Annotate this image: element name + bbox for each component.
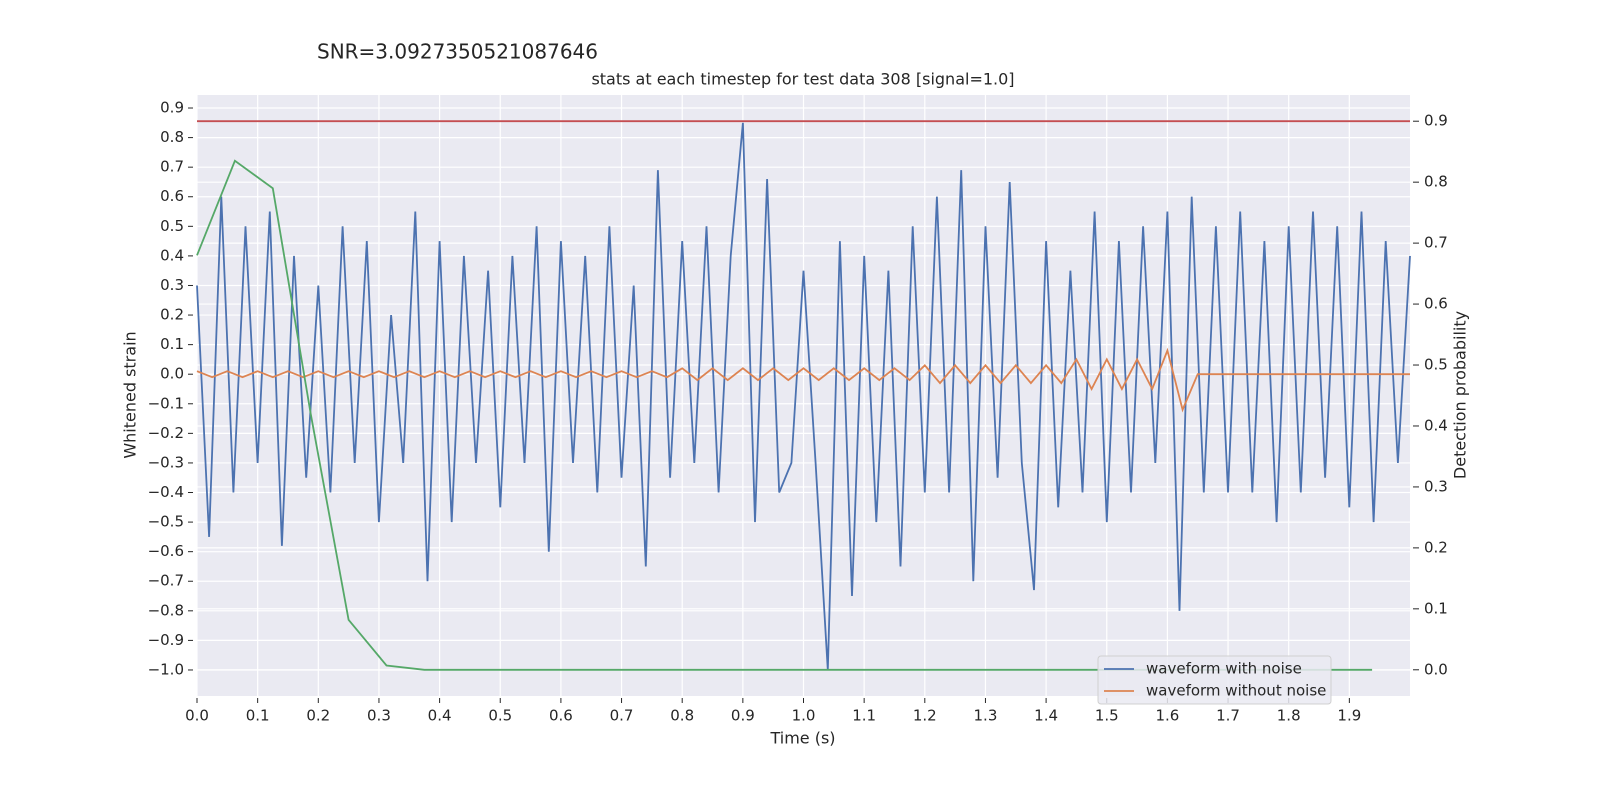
x-tick-label: 1.7	[1216, 707, 1240, 725]
y-tick-label: −1.0	[148, 660, 184, 678]
series-line	[196, 122, 1411, 671]
x-tick-label: 0.3	[367, 707, 391, 725]
legend-label: waveform without noise	[1146, 682, 1326, 700]
y-tick-label: −0.9	[148, 631, 184, 649]
y-tick-label: 0.9	[160, 99, 184, 117]
x-tick-label: 1.2	[913, 707, 937, 725]
y-axis-label: Whitened strain	[121, 331, 140, 458]
y2-tick-label: 0.2	[1424, 538, 1448, 556]
y-tick-label: 0.8	[160, 128, 184, 146]
y-tick-label: −0.6	[148, 542, 184, 560]
y-tick-label: −0.8	[148, 601, 184, 619]
x-tick-label: 0.0	[185, 707, 209, 725]
chart-title: stats at each timestep for test data 308…	[591, 70, 1014, 89]
x-tick-label: 0.9	[731, 707, 755, 725]
x-tick-label: 1.4	[1034, 707, 1058, 725]
legend-box	[1097, 655, 1332, 705]
y-tick-label: 0.5	[160, 217, 184, 235]
suptitle: SNR=3.0927350521087646	[317, 40, 598, 64]
y-tick-label: −0.2	[148, 424, 184, 442]
x-tick-label: 1.9	[1337, 707, 1361, 725]
x-axis-label: Time (s)	[769, 729, 835, 748]
y-tick-label: −0.1	[148, 394, 184, 412]
y-tick-label: 0.7	[160, 158, 184, 176]
x-tick-label: 0.2	[306, 707, 330, 725]
y-tick-label: 0.6	[160, 187, 184, 205]
x-tick-label: 1.8	[1277, 707, 1301, 725]
y-tick-label: −0.4	[148, 483, 184, 501]
y2-tick-label: 0.3	[1424, 477, 1448, 495]
y-tick-label: 0.3	[160, 276, 184, 294]
y2-axis-label: Detection probability	[1451, 311, 1470, 479]
y-tick-label: 0.4	[160, 246, 184, 264]
y2-tick-label: 0.9	[1424, 112, 1448, 130]
y-tick-label: −0.7	[148, 572, 184, 590]
x-tick-label: 0.8	[670, 707, 694, 725]
y-tick-label: −0.3	[148, 453, 184, 471]
series-line	[196, 347, 1410, 413]
y-tick-label: 0.2	[160, 306, 184, 324]
y-tick-label: 0.0	[160, 365, 184, 383]
y2-tick-label: 0.1	[1424, 599, 1448, 617]
x-tick-label: 0.7	[610, 707, 634, 725]
y2-tick-label: 0.8	[1424, 173, 1448, 191]
y2-tick-label: 0.4	[1424, 416, 1448, 434]
x-tick-label: 0.1	[246, 707, 270, 725]
x-tick-label: 1.1	[852, 707, 876, 725]
y2-tick-label: 0.6	[1424, 295, 1448, 313]
x-tick-label: 0.5	[488, 707, 512, 725]
x-tick-label: 1.0	[792, 707, 816, 725]
y2-tick-label: 0.5	[1424, 356, 1448, 374]
y2-tick-label: 0.7	[1424, 234, 1448, 252]
y2-tick-label: 0.0	[1424, 660, 1448, 678]
x-tick-label: 1.6	[1155, 707, 1179, 725]
y-tick-label: 0.1	[160, 335, 184, 353]
x-tick-label: 1.3	[974, 707, 998, 725]
legend-label: waveform with noise	[1146, 660, 1302, 678]
x-tick-label: 1.5	[1095, 707, 1119, 725]
grid: 0.0 0.1 0.2 0.3 0.4 0.5 0.6 0.7 0.8 0.9 1.0 1.1 1.2 1…	[148, 95, 1448, 725]
y-tick-label: −0.5	[148, 513, 184, 531]
x-tick-label: 0.6	[549, 707, 573, 725]
legend: waveform with noise waveform without nois…	[1097, 655, 1332, 705]
x-tick-label: 0.4	[428, 707, 452, 725]
